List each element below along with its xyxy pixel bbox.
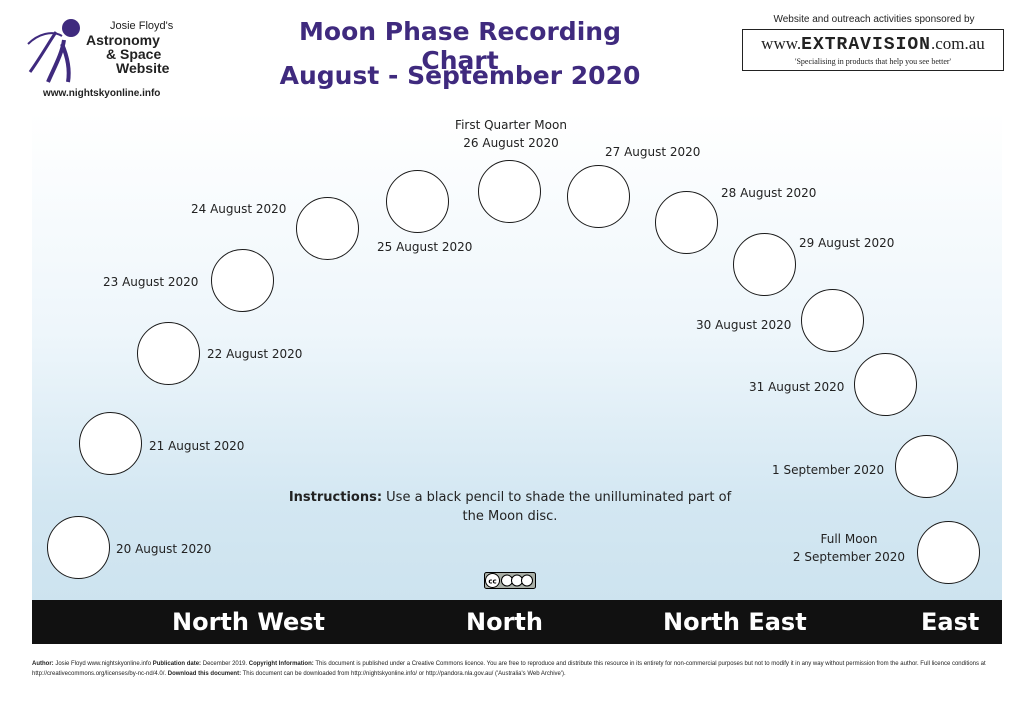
horizon-band: North West North North East East: [32, 600, 1002, 644]
moon-disc-22-aug[interactable]: [137, 322, 200, 385]
direction-east: East: [921, 608, 980, 636]
instructions: Instructions: Use a black pencil to shad…: [285, 488, 735, 526]
footer-author-label: Author:: [32, 661, 54, 667]
direction-north: North: [466, 608, 543, 636]
logo-title-1: Astronomy: [86, 32, 160, 48]
moon-disc-20-aug[interactable]: [47, 516, 110, 579]
footer-pub-label: Publication date:: [152, 661, 202, 667]
footer-download-label: Download this document:: [167, 671, 242, 677]
moon-label-31-aug: 31 August 2020: [749, 380, 845, 394]
astronomer-figure-icon: [27, 19, 80, 83]
svg-text:cc: cc: [488, 578, 496, 586]
moon-disc-2-sep[interactable]: [917, 521, 980, 584]
footer-credits: Author: Josie Floyd www.nightskyonline.i…: [32, 659, 1002, 679]
moon-disc-23-aug[interactable]: [211, 249, 274, 312]
logo-url: www.nightskyonline.info: [43, 88, 161, 99]
sponsor-brand: EXTRAVISION: [801, 35, 931, 55]
sponsor-label: Website and outreach activities sponsore…: [773, 14, 975, 25]
moon-disc-29-aug[interactable]: [733, 233, 796, 296]
moon-label-25-aug: 25 August 2020: [377, 240, 473, 254]
footer-copyright: This document is published under a Creat…: [32, 661, 986, 677]
moon-disc-28-aug[interactable]: [655, 191, 718, 254]
page-subtitle: August - September 2020: [279, 61, 641, 90]
moon-label-27-aug: 27 August 2020: [605, 145, 701, 159]
moon-disc-31-aug[interactable]: [854, 353, 917, 416]
moon-disc-26-aug[interactable]: [478, 160, 541, 223]
direction-north-east: North East: [663, 608, 807, 636]
sponsor-url: www.EXTRAVISION.com.au: [743, 34, 1003, 55]
moon-disc-21-aug[interactable]: [79, 412, 142, 475]
logo-title-2: & Space: [106, 46, 162, 62]
moon-disc-30-aug[interactable]: [801, 289, 864, 352]
page-title: Moon Phase Recording Chart: [299, 17, 621, 75]
moon-label-28-aug: 28 August 2020: [721, 186, 817, 200]
moon-label-24-aug: 24 August 2020: [191, 202, 287, 216]
footer-copyright-label: Copyright Information:: [248, 661, 314, 667]
moon-label-20-aug: 20 August 2020: [116, 542, 212, 556]
sponsor-url-prefix: www.: [761, 34, 802, 53]
moon-label-1-sep: 1 September 2020: [772, 463, 885, 477]
logo-author: Josie Floyd's: [110, 20, 174, 32]
moon-label-first-quarter: First Quarter Moon: [455, 118, 567, 132]
footer-pub: December 2019.: [201, 661, 249, 667]
instructions-label: Instructions:: [288, 490, 383, 505]
moon-disc-27-aug[interactable]: [567, 165, 630, 228]
moon-label-21-aug: 21 August 2020: [149, 439, 245, 453]
moon-label-30-aug: 30 August 2020: [696, 318, 792, 332]
moon-label-26-aug: 26 August 2020: [463, 136, 559, 150]
sponsor-url-suffix: .com.au: [930, 34, 985, 53]
sponsor-banner: www.EXTRAVISION.com.au 'Specialising in …: [742, 29, 1004, 71]
footer-author: Josie Floyd www.nightskyonline.info: [53, 661, 153, 667]
moon-label-22-aug: 22 August 2020: [207, 347, 303, 361]
moon-label-full-moon: Full Moon: [820, 532, 878, 546]
moon-label-23-aug: 23 August 2020: [103, 275, 199, 289]
moon-label-29-aug: 29 August 2020: [799, 236, 895, 250]
footer-download: This document can be downloaded from htt…: [241, 671, 566, 677]
moon-disc-1-sep[interactable]: [895, 435, 958, 498]
moon-disc-24-aug[interactable]: [296, 197, 359, 260]
site-logo: Josie Floyd's Astronomy & Space Website …: [18, 14, 188, 104]
logo-title-3: Website: [116, 60, 170, 76]
moon-label-2-sep: 2 September 2020: [792, 550, 906, 564]
direction-north-west: North West: [172, 608, 325, 636]
moon-disc-25-aug[interactable]: [386, 170, 449, 233]
sponsor-tagline: 'Specialising in products that help you …: [795, 57, 951, 66]
instructions-text: Use a black pencil to shade the unillumi…: [382, 490, 732, 524]
creative-commons-icon: cc: [484, 572, 536, 589]
